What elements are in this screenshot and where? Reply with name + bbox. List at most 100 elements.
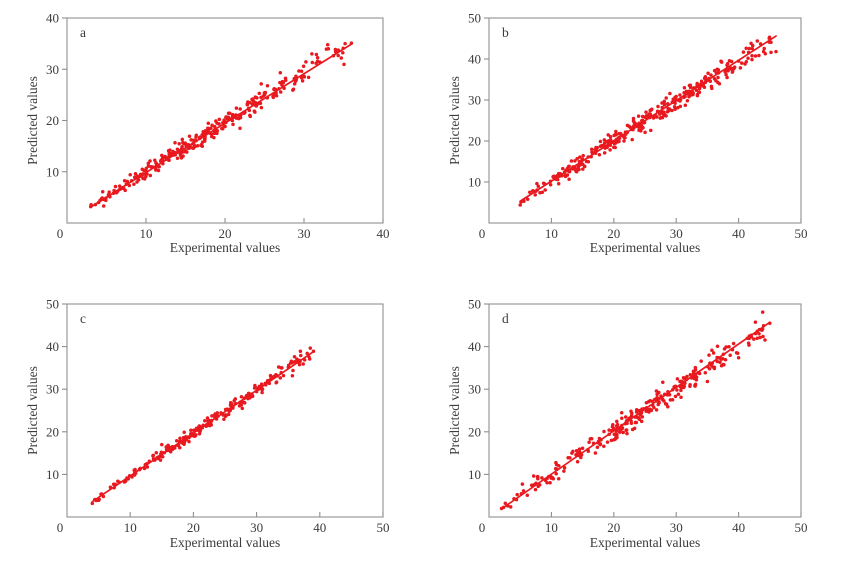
panel-letter: a	[80, 25, 86, 40]
data-point	[712, 68, 717, 73]
y-tick-label: 20	[468, 134, 481, 149]
data-point	[537, 483, 542, 487]
data-point	[741, 50, 746, 54]
data-point	[508, 505, 513, 509]
data-point	[634, 420, 639, 425]
data-point	[171, 149, 175, 154]
data-point	[574, 169, 579, 174]
data-point	[325, 42, 330, 47]
data-point	[299, 69, 304, 73]
data-point	[715, 344, 720, 348]
data-point	[175, 156, 180, 160]
data-point	[716, 68, 721, 72]
data-point	[727, 345, 731, 349]
data-point	[752, 337, 756, 341]
data-point	[613, 437, 617, 441]
data-point	[699, 79, 704, 83]
data-point	[685, 374, 689, 379]
data-point	[753, 54, 758, 58]
data-point	[674, 94, 678, 99]
data-point	[664, 114, 668, 118]
data-point	[646, 399, 651, 404]
x-tick-label: 0	[479, 226, 486, 241]
data-point	[614, 129, 618, 134]
data-point	[145, 465, 150, 469]
data-point	[159, 158, 163, 163]
data-point	[587, 440, 591, 444]
data-point	[725, 75, 729, 80]
data-point	[719, 60, 724, 64]
data-point	[753, 320, 758, 324]
x-tick-label: 20	[187, 520, 200, 535]
y-tick-label: 40	[468, 52, 481, 67]
x-axis-title: Experimental values	[590, 535, 701, 550]
scatter-points	[88, 41, 354, 209]
data-point	[678, 379, 682, 384]
y-axis-title: Predicted values	[25, 366, 40, 455]
data-point	[245, 102, 250, 106]
data-point	[614, 424, 619, 428]
data-point	[574, 449, 579, 453]
data-point	[556, 476, 561, 481]
data-point	[226, 111, 231, 115]
data-point	[280, 83, 284, 87]
data-point	[540, 190, 545, 195]
data-point	[117, 184, 122, 188]
data-point	[278, 376, 283, 380]
data-point	[189, 428, 193, 433]
data-point	[302, 75, 307, 79]
data-point	[314, 52, 319, 57]
data-point	[160, 442, 164, 447]
data-point	[732, 65, 737, 69]
data-point	[586, 160, 591, 164]
data-point	[101, 204, 106, 208]
data-point	[533, 193, 537, 197]
data-point	[691, 91, 695, 95]
data-point	[566, 455, 570, 460]
fit-line	[500, 321, 771, 510]
data-point	[665, 110, 670, 114]
data-point	[666, 405, 670, 409]
panel-d-chart: 0 10 20 30 40 50 10 20 30 40 50 Experimental values…	[447, 297, 808, 551]
y-axis-title: Predicted values	[25, 76, 40, 165]
data-point	[662, 103, 667, 107]
data-point	[202, 139, 207, 143]
data-point	[682, 85, 687, 90]
data-point	[762, 46, 766, 51]
data-point	[562, 469, 566, 473]
data-point	[578, 155, 582, 159]
y-tick-label: 40	[46, 339, 59, 354]
data-point	[297, 69, 301, 73]
data-point	[682, 384, 687, 389]
data-point	[631, 116, 636, 121]
data-point	[562, 466, 567, 470]
panel-a-chart: 0 10 20 30 40 10 20 30 40 Experimental values Pred…	[25, 11, 390, 256]
data-point	[739, 61, 744, 65]
data-point	[291, 368, 295, 373]
data-point	[617, 139, 621, 144]
data-point	[193, 433, 198, 437]
data-point	[615, 419, 619, 424]
data-point	[635, 415, 640, 420]
x-tick-label: 30	[670, 520, 683, 535]
data-point	[298, 349, 303, 354]
panel-letter: c	[80, 311, 86, 326]
data-point	[543, 188, 547, 192]
data-point	[217, 122, 221, 126]
data-point	[589, 147, 594, 151]
data-point	[723, 357, 728, 362]
y-tick-label: 10	[468, 175, 481, 190]
data-point	[181, 154, 185, 158]
data-point	[283, 78, 288, 83]
fit-line	[91, 350, 315, 503]
data-point	[168, 148, 172, 152]
data-point	[573, 159, 577, 163]
data-point	[182, 441, 186, 445]
data-point	[761, 334, 765, 339]
data-point	[673, 394, 678, 399]
data-point	[637, 125, 641, 129]
data-point	[535, 474, 540, 479]
data-point	[602, 429, 606, 434]
data-point	[151, 453, 155, 458]
data-point	[774, 49, 778, 54]
